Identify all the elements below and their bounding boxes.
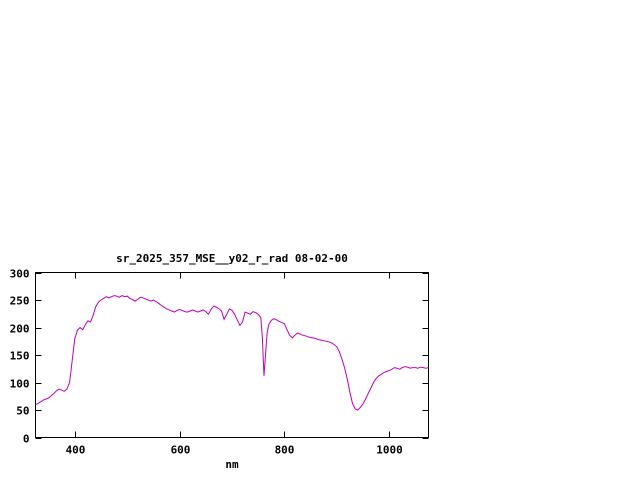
spectrum-line [35, 295, 429, 411]
x-tick-label: 600 [171, 444, 191, 457]
x-axis-label: nm [225, 458, 239, 471]
x-tick-label: 1000 [376, 444, 403, 457]
y-tick-label: 200 [10, 323, 30, 336]
spectrum-curve [35, 295, 429, 411]
chart-title: sr_2025_357_MSE__y02_r_rad 08-02-00 [116, 252, 348, 265]
y-tick-label: 100 [10, 378, 30, 391]
x-tick-label: 400 [66, 444, 86, 457]
y-tick-label: 0 [23, 433, 30, 446]
plot-frame [35, 272, 429, 438]
y-tick-label: 50 [16, 405, 29, 418]
axis-tick-labels: 0 50 100 150 200 250 300 400 600 800 1000 [10, 268, 403, 457]
axis-ticks [35, 272, 429, 439]
x-tick-label: 800 [275, 444, 295, 457]
y-tick-label: 150 [10, 350, 30, 363]
y-tick-label: 300 [10, 268, 30, 281]
y-tick-label: 250 [10, 295, 30, 308]
